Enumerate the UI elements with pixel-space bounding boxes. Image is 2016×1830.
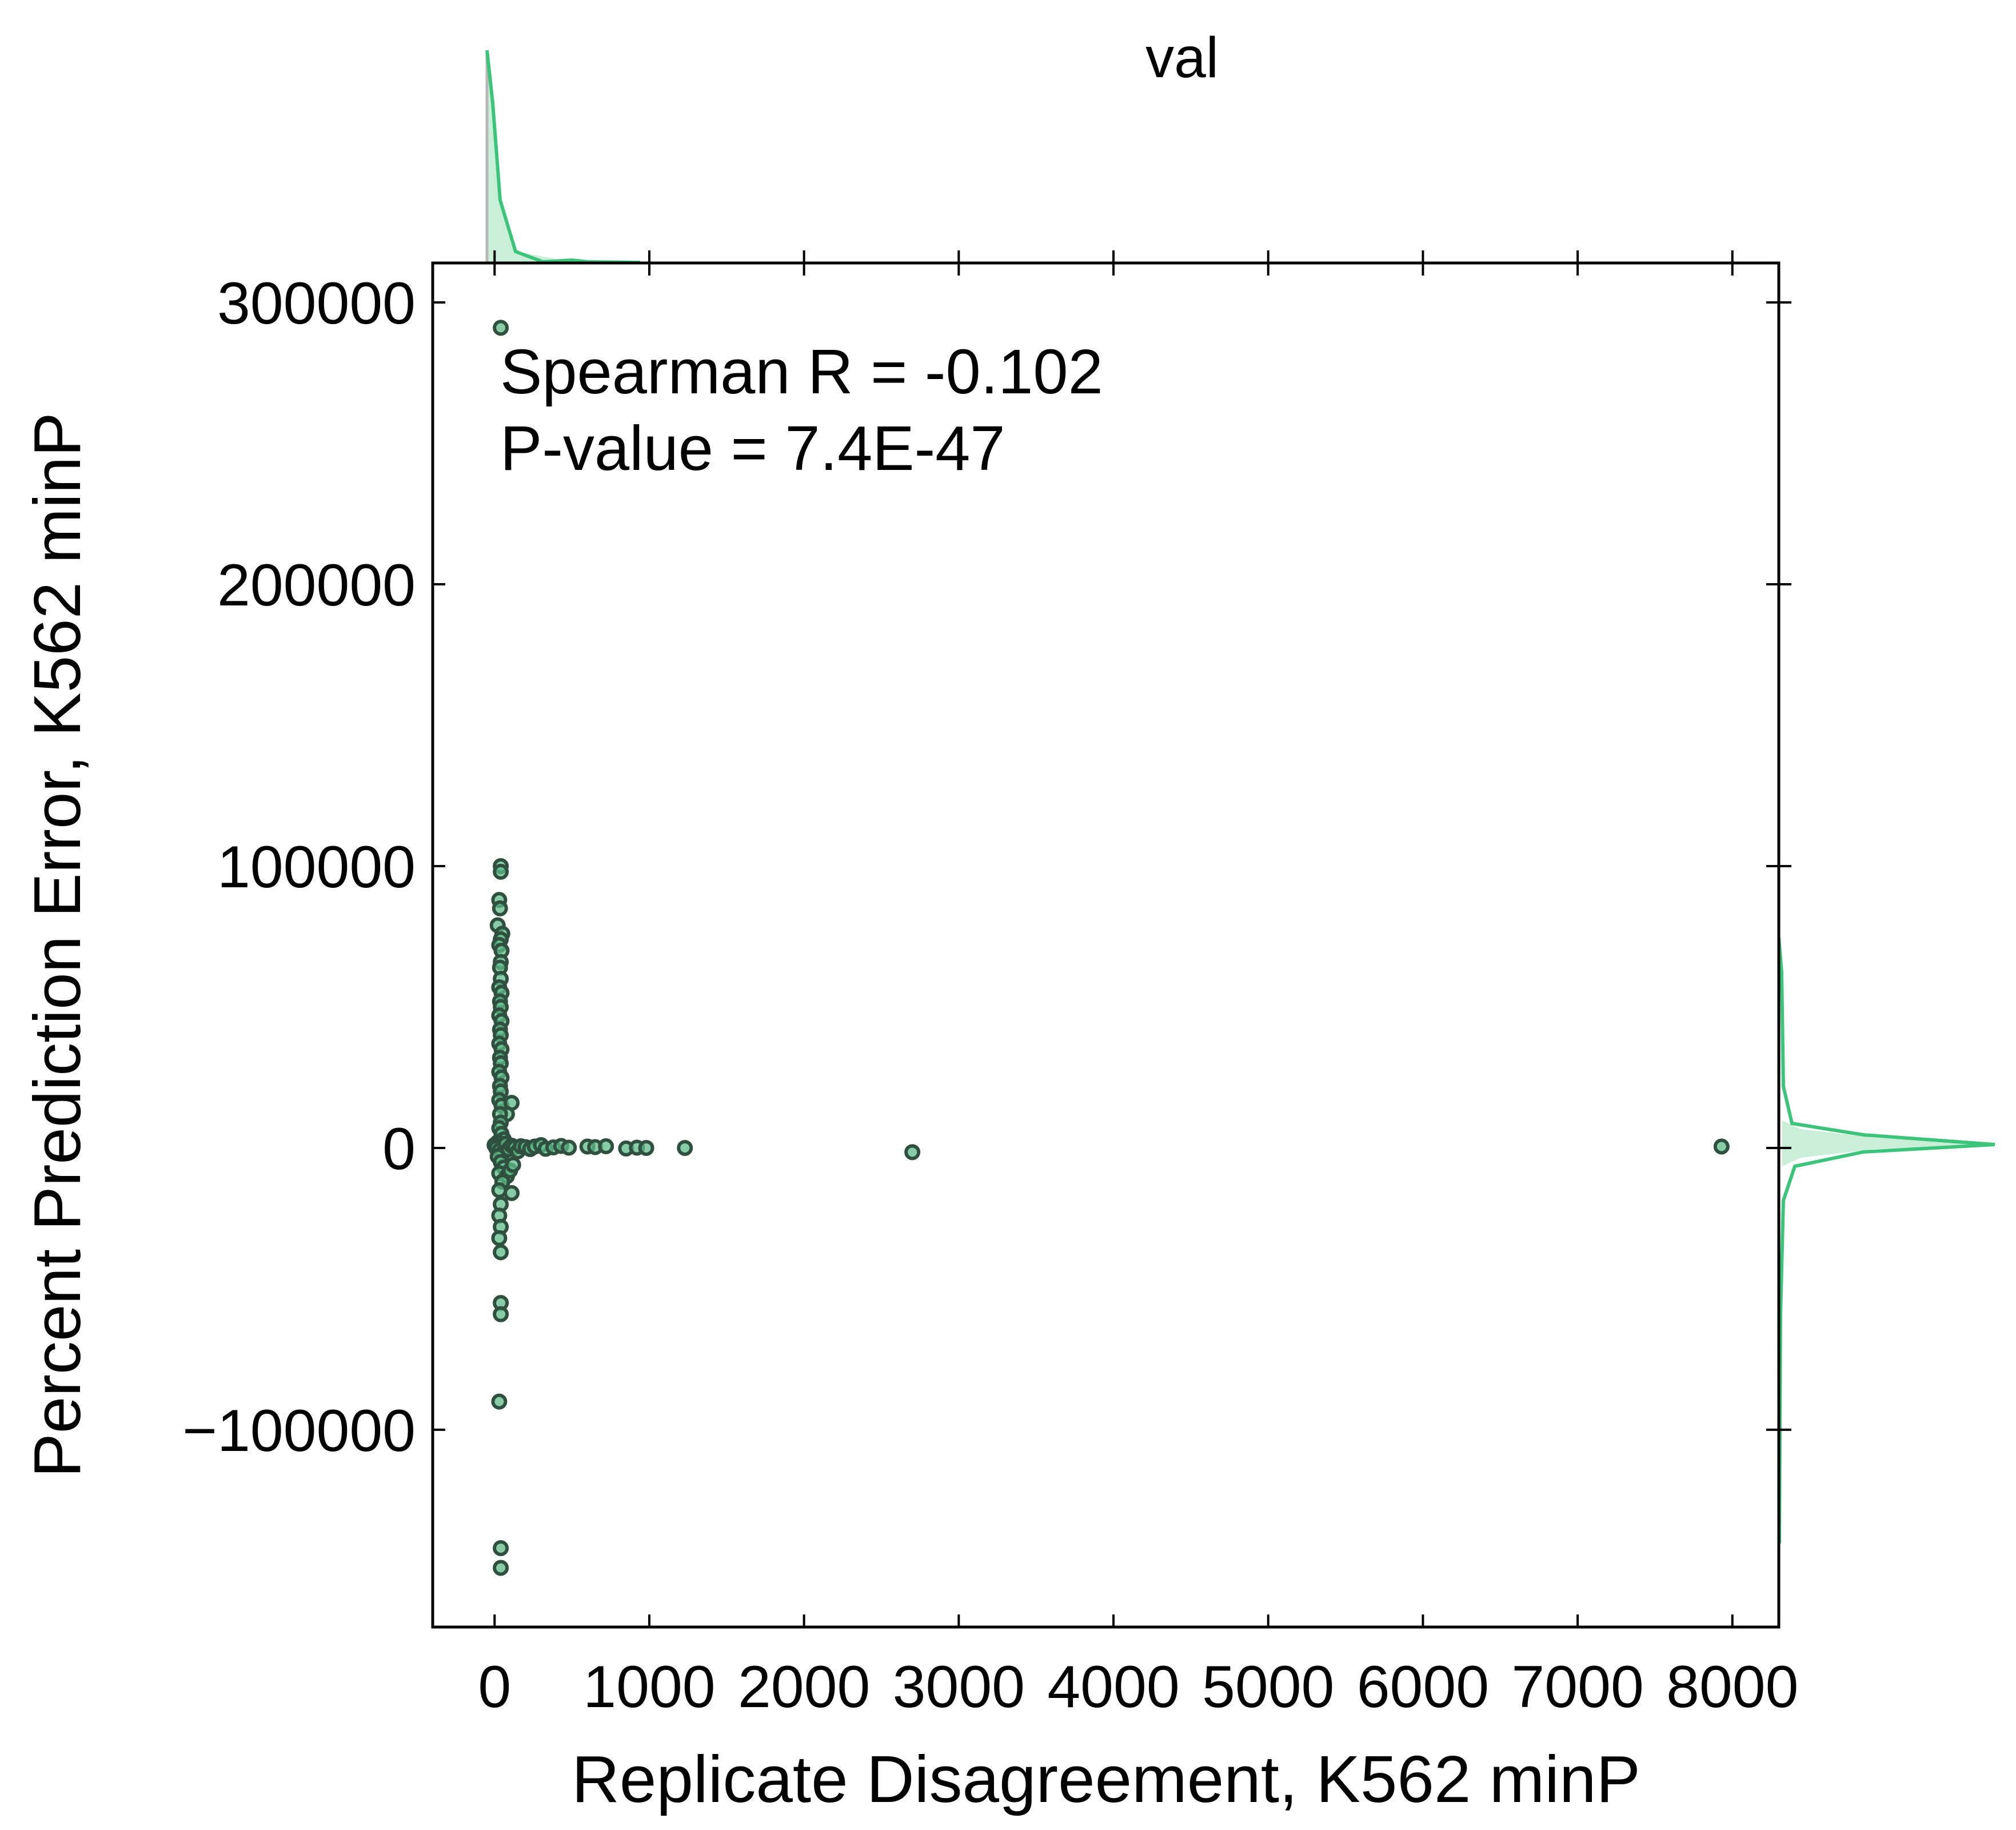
scatter-point bbox=[492, 900, 508, 916]
x-tick-label: 8000 bbox=[1666, 1654, 1798, 1720]
y-tick-label: 300000 bbox=[217, 270, 416, 337]
scatter-point bbox=[493, 1560, 509, 1576]
x-tick-label: 3000 bbox=[893, 1654, 1025, 1720]
scatter-point bbox=[677, 1139, 693, 1156]
scatter-point bbox=[505, 1157, 521, 1173]
x-tick-label: 0 bbox=[478, 1654, 511, 1720]
scatter-point bbox=[638, 1139, 654, 1156]
y-tick-label: −100000 bbox=[182, 1398, 416, 1464]
scatter-point bbox=[493, 1540, 509, 1556]
scatter-points bbox=[486, 320, 1730, 1576]
x-tick-label: 2000 bbox=[738, 1654, 870, 1720]
scatter-point bbox=[598, 1138, 614, 1154]
right-marginal-kde bbox=[1777, 937, 1995, 1544]
annotation-pvalue: P-value = 7.4E-47 bbox=[500, 413, 1005, 484]
top-kde-line bbox=[485, 50, 641, 264]
right-kde-fill bbox=[1782, 1121, 1989, 1166]
y-tick-label: 200000 bbox=[217, 552, 416, 619]
scatter-point bbox=[561, 1139, 577, 1156]
x-axis-label: Replicate Disagreement, K562 minP bbox=[572, 1742, 1640, 1816]
scatter-point bbox=[1713, 1138, 1730, 1155]
scatter-point bbox=[493, 1244, 509, 1261]
x-tick-label: 5000 bbox=[1202, 1654, 1334, 1720]
y-tick-label: 0 bbox=[382, 1116, 416, 1182]
y-axis-label: Percent Prediction Error, K562 minP bbox=[20, 412, 94, 1477]
x-tick-label: 6000 bbox=[1357, 1654, 1489, 1720]
y-tick-label: 100000 bbox=[217, 834, 416, 900]
plot-area bbox=[431, 261, 1781, 1629]
scatter-point bbox=[491, 1393, 508, 1410]
scatter-point bbox=[493, 320, 509, 336]
scatter-point bbox=[493, 1306, 509, 1322]
axis-ticks: 0 1000 2000 3000 4000 5000 6000 7000 8000 −100000… bbox=[182, 250, 1798, 1720]
scatter-point bbox=[493, 863, 509, 880]
right-kde-line bbox=[1777, 937, 1995, 1544]
scatter-point bbox=[491, 1182, 508, 1198]
scatter-point bbox=[491, 1230, 508, 1246]
x-tick-label: 4000 bbox=[1047, 1654, 1179, 1720]
x-tick-label: 1000 bbox=[583, 1654, 715, 1720]
scatter-point bbox=[504, 1185, 520, 1201]
chart-title: val bbox=[1145, 26, 1219, 90]
scatter-point bbox=[904, 1144, 921, 1161]
top-marginal-kde bbox=[485, 50, 641, 264]
annotation-spearman: Spearman R = -0.102 bbox=[500, 337, 1103, 407]
x-tick-label: 7000 bbox=[1511, 1654, 1643, 1720]
top-kde-fill bbox=[487, 51, 572, 262]
